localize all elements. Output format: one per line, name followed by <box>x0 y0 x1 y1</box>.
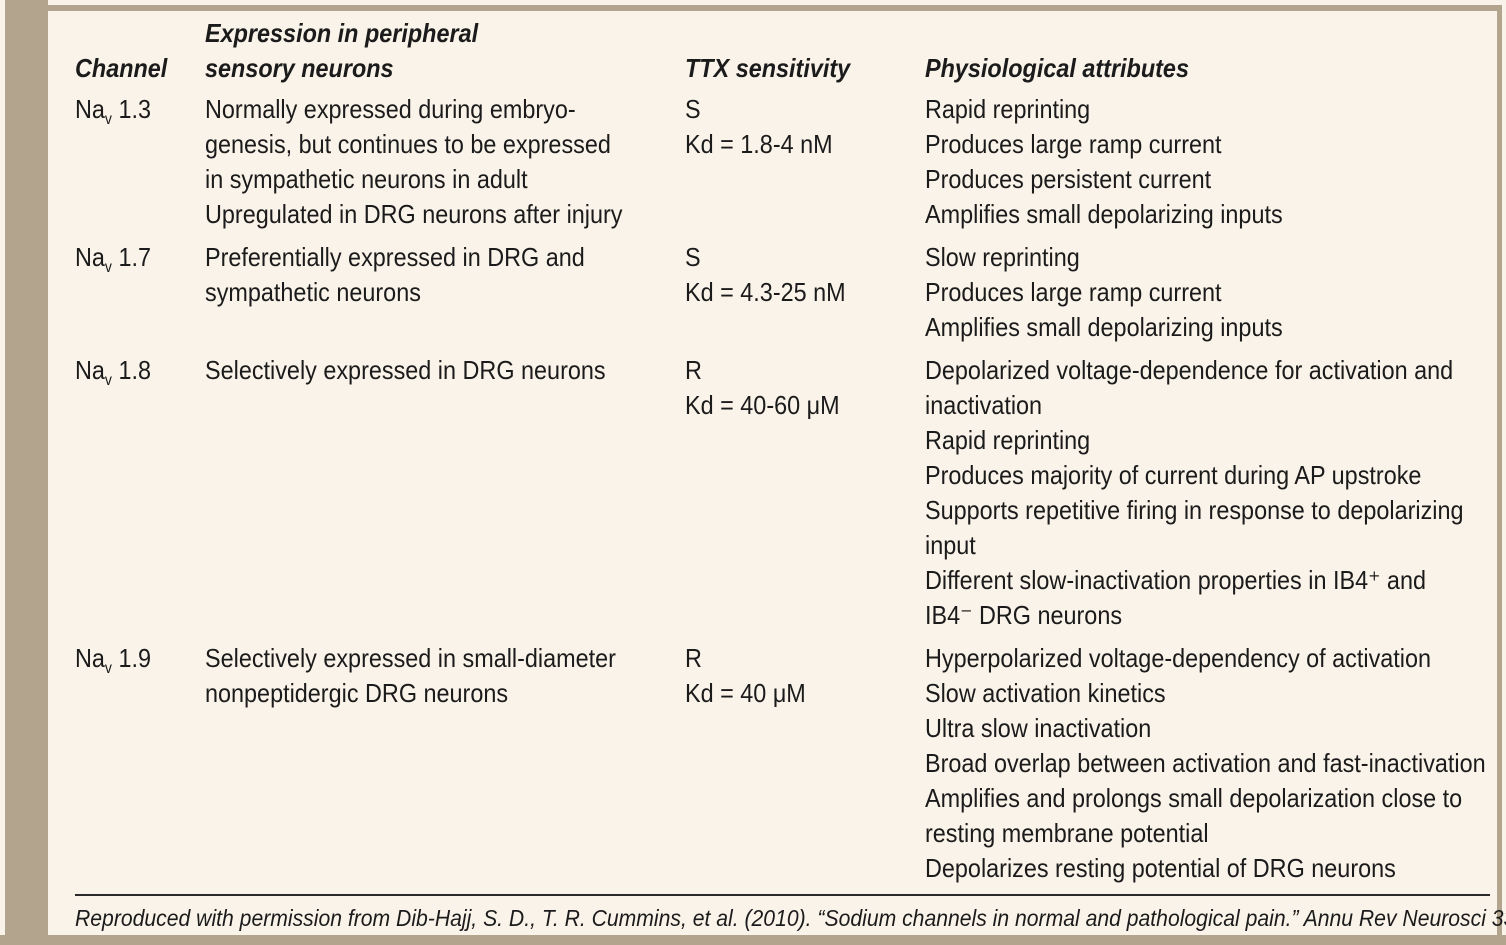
cell-line: Supports repetitive firing in response t… <box>925 495 1464 525</box>
header-channel-label: Channel <box>75 53 168 83</box>
ttx-cell: R Kd = 40-60 μM <box>685 353 925 633</box>
cell-line: Different slow-inactivation properties i… <box>925 565 1426 595</box>
cell-line: Upregulated in DRG neurons after injury <box>205 199 623 229</box>
attributes-cell: Rapid reprinting Produces large ramp curr… <box>925 92 1490 232</box>
table-row: Nav 1.3 Normally expressed during embryo-… <box>75 92 1490 232</box>
cell-line: nonpeptidergic DRG neurons <box>205 678 509 708</box>
channel-label: Nav 1.3 <box>75 94 151 129</box>
attributes-cell: Depolarized voltage-dependence for activ… <box>925 353 1506 633</box>
citation-text: Reproduced with permission from Dib-Hajj… <box>75 905 1506 931</box>
attributes-cell: Hyperpolarized voltage-dependency of act… <box>925 641 1506 886</box>
expression-cell: Selectively expressed in DRG neurons <box>205 353 685 633</box>
bottom-accent-bar <box>0 935 1506 945</box>
table-row: Nav 1.7 Preferentially expressed in DRG a… <box>75 240 1490 345</box>
cell-line: Hyperpolarized voltage-dependency of act… <box>925 643 1432 673</box>
cell-line: Amplifies and prolongs small depolarizat… <box>925 783 1463 813</box>
channel-label: Nav 1.9 <box>75 643 151 678</box>
channel-cell: Nav 1.7 <box>75 240 205 345</box>
cell-line: Depolarizes resting potential of DRG neu… <box>925 853 1396 883</box>
cell-line: Produces large ramp current <box>925 277 1222 307</box>
left-accent-bar <box>5 0 48 935</box>
cell-line: Rapid reprinting <box>925 425 1091 455</box>
right-accent-line <box>1497 5 1502 935</box>
cell-line: Slow reprinting <box>925 242 1080 272</box>
table-row: Nav 1.9 Selectively expressed in small-di… <box>75 641 1490 886</box>
expression-cell: Selectively expressed in small-diameter n… <box>205 641 685 886</box>
cell-line: R <box>685 643 702 673</box>
header-channel: Channel <box>75 51 205 86</box>
header-ttx: TTX sensitivity <box>685 51 925 86</box>
ttx-cell: S Kd = 1.8-4 nM <box>685 92 925 232</box>
cell-line: genesis, but continues to be expressed <box>205 129 611 159</box>
channel-cell: Nav 1.8 <box>75 353 205 633</box>
cell-line: Broad overlap between activation and fas… <box>925 748 1486 778</box>
cell-line: input <box>925 530 976 560</box>
header-expression-line2: sensory neurons <box>205 53 394 83</box>
channel-subscript: v <box>104 259 112 277</box>
cell-line: Produces majority of current during AP u… <box>925 460 1422 490</box>
cell-line: Preferentially expressed in DRG and <box>205 242 585 272</box>
channel-label: Nav 1.7 <box>75 242 151 277</box>
cell-line: IB4⁻ DRG neurons <box>925 600 1123 630</box>
channel-subscript: v <box>104 372 112 390</box>
table-row: Nav 1.8 Selectively expressed in DRG neur… <box>75 353 1490 633</box>
cell-line: Kd = 4.3-25 nM <box>685 277 846 307</box>
header-attributes: Physiological attributes <box>925 51 1490 86</box>
cell-line: Kd = 40 μM <box>685 678 806 708</box>
cell-line: Produces large ramp current <box>925 129 1222 159</box>
cell-line: Amplifies small depolarizing inputs <box>925 312 1283 342</box>
table-content: Channel Expression in peripheral sensory… <box>75 16 1506 932</box>
table-header: Channel Expression in peripheral sensory… <box>75 16 1490 86</box>
cell-line: Ultra slow inactivation <box>925 713 1152 743</box>
footer-divider <box>75 894 1490 896</box>
ttx-cell: S Kd = 4.3-25 nM <box>685 240 925 345</box>
table-footer: Reproduced with permission from Dib-Hajj… <box>75 894 1506 932</box>
channel-label: Nav 1.8 <box>75 355 151 390</box>
cell-line: S <box>685 242 701 272</box>
channel-cell: Nav 1.3 <box>75 92 205 232</box>
header-ttx-label: TTX sensitivity <box>685 53 851 83</box>
attributes-cell: Slow reprinting Produces large ramp curre… <box>925 240 1490 345</box>
cell-line: R <box>685 355 702 385</box>
cell-line: Selectively expressed in DRG neurons <box>205 355 606 385</box>
cell-line: Kd = 40-60 μM <box>685 390 840 420</box>
channel-subscript: v <box>104 111 112 129</box>
cell-line: Amplifies small depolarizing inputs <box>925 199 1283 229</box>
cell-line: Depolarized voltage-dependence for activ… <box>925 355 1454 385</box>
cell-line: sympathetic neurons <box>205 277 421 307</box>
ttx-cell: R Kd = 40 μM <box>685 641 925 886</box>
cell-line: S <box>685 94 701 124</box>
cell-line: resting membrane potential <box>925 818 1209 848</box>
header-expression: Expression in peripheral sensory neurons <box>205 16 685 86</box>
cell-line: Slow activation kinetics <box>925 678 1166 708</box>
cell-line: in sympathetic neurons in adult <box>205 164 528 194</box>
expression-cell: Normally expressed during embryo-genesis… <box>205 92 685 232</box>
header-expression-line1: Expression in peripheral <box>205 18 479 48</box>
channel-cell: Nav 1.9 <box>75 641 205 886</box>
expression-cell: Preferentially expressed in DRG and sympa… <box>205 240 685 345</box>
top-accent-line <box>48 5 1502 11</box>
table-body: Nav 1.3 Normally expressed during embryo-… <box>75 92 1490 886</box>
cell-line: inactivation <box>925 390 1043 420</box>
channel-subscript: v <box>104 660 112 678</box>
cell-line: Produces persistent current <box>925 164 1212 194</box>
cell-line: Selectively expressed in small-diameter <box>205 643 616 673</box>
header-attributes-label: Physiological attributes <box>925 53 1189 83</box>
cell-line: Kd = 1.8-4 nM <box>685 129 833 159</box>
cell-line: Normally expressed during embryo- <box>205 94 576 124</box>
cell-line: Rapid reprinting <box>925 94 1091 124</box>
